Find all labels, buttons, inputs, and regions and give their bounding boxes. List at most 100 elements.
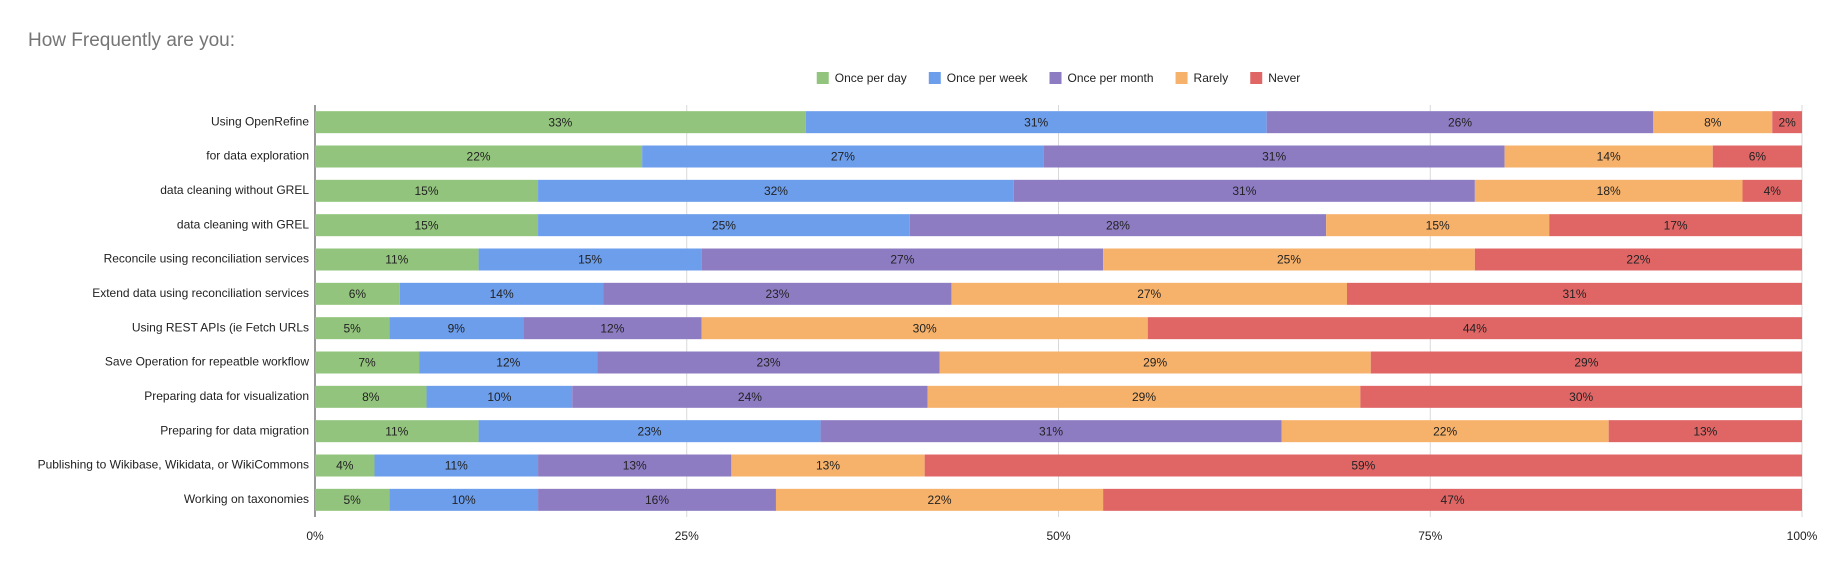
bar-segment: [1103, 248, 1475, 271]
data-label: 31%: [1562, 287, 1586, 301]
data-label: 29%: [1143, 356, 1167, 370]
bar-segment: [1504, 145, 1713, 168]
bar-segment: [315, 317, 390, 340]
bar-segment: [426, 385, 573, 408]
y-tick-label: data cleaning without GREL: [160, 183, 309, 197]
y-tick-label: Save Operation for repeatble workflow: [105, 355, 309, 369]
data-label: 4%: [1764, 184, 1782, 198]
bar-segment: [1147, 317, 1802, 340]
data-label: 22%: [928, 493, 952, 507]
bar-segment: [1103, 488, 1802, 511]
data-label: 23%: [638, 424, 662, 438]
bar-segment: [1013, 179, 1475, 202]
bar-segment: [701, 317, 1148, 340]
data-label: 23%: [765, 287, 789, 301]
data-label: 33%: [548, 115, 572, 129]
legend-label: Once per day: [835, 71, 907, 85]
x-tick-label: 0%: [306, 529, 324, 543]
bar-segment: [1326, 214, 1550, 237]
data-label: 24%: [738, 390, 762, 404]
data-label: 27%: [1137, 287, 1161, 301]
bar-segment: [927, 385, 1361, 408]
data-label: 12%: [600, 321, 624, 335]
x-tick-label: 75%: [1418, 529, 1442, 543]
bar-segment: [389, 317, 524, 340]
data-label: 31%: [1024, 115, 1048, 129]
data-label: 25%: [712, 218, 736, 232]
data-label: 4%: [336, 459, 354, 473]
legend-swatch: [816, 72, 829, 84]
data-label: 31%: [1039, 424, 1063, 438]
y-tick-label: Using REST APIs (ie Fetch URLs: [132, 320, 309, 334]
data-label: 23%: [757, 356, 781, 370]
bar-segment: [478, 248, 702, 271]
bar-segment: [1474, 248, 1802, 271]
x-tick-label: 25%: [675, 529, 699, 543]
bar-segment: [478, 420, 821, 443]
bar-segment: [1043, 145, 1505, 168]
data-label: 32%: [764, 184, 788, 198]
bar-segment: [315, 248, 479, 271]
data-label: 10%: [452, 493, 476, 507]
data-label: 12%: [496, 356, 520, 370]
data-label: 11%: [385, 424, 408, 438]
data-label: 13%: [623, 459, 647, 473]
data-label: 59%: [1351, 459, 1375, 473]
bar-segment: [523, 317, 702, 340]
bar-segment: [701, 248, 1104, 271]
bar-segment: [1346, 282, 1802, 305]
data-label: 13%: [1693, 424, 1717, 438]
data-label: 11%: [445, 459, 468, 473]
bar-segment: [731, 454, 925, 477]
y-tick-label: Preparing for data migration: [160, 423, 309, 437]
y-tick-label: data cleaning with GREL: [177, 217, 309, 231]
data-label: 18%: [1597, 184, 1621, 198]
bar-segment: [1772, 111, 1802, 134]
bar-segment: [315, 454, 375, 477]
data-label: 27%: [831, 150, 855, 164]
bar-segment: [805, 111, 1267, 134]
bar-segment: [1474, 179, 1743, 202]
legend-swatch: [1049, 72, 1062, 84]
bar-segment: [538, 214, 910, 237]
bar-segment: [924, 454, 1802, 477]
data-label: 17%: [1664, 218, 1688, 232]
bar-segment: [399, 282, 604, 305]
data-label: 8%: [362, 390, 380, 404]
data-label: 11%: [385, 253, 408, 267]
bar-segment: [315, 214, 539, 237]
bar-segment: [538, 454, 732, 477]
bar-segment: [597, 351, 940, 374]
data-label: 8%: [1704, 115, 1722, 129]
data-label: 15%: [415, 184, 439, 198]
data-label: 6%: [349, 287, 367, 301]
data-label: 15%: [1426, 218, 1450, 232]
y-tick-label: Using OpenRefine: [211, 114, 309, 128]
bar-segment: [1712, 145, 1802, 168]
data-label: 44%: [1463, 321, 1487, 335]
x-tick-label: 100%: [1787, 529, 1818, 543]
bar-segment: [315, 351, 420, 374]
y-tick-label: Working on taxonomies: [184, 492, 309, 506]
data-label: 27%: [890, 253, 914, 267]
data-label: 31%: [1262, 150, 1286, 164]
data-label: 13%: [816, 459, 840, 473]
data-label: 30%: [1569, 390, 1593, 404]
data-label: 30%: [913, 321, 937, 335]
bar-segment: [1266, 111, 1654, 134]
bar-segment: [315, 282, 400, 305]
bar-segment: [315, 420, 479, 443]
y-tick-label: Extend data using reconciliation service…: [92, 286, 309, 300]
data-label: 25%: [1277, 253, 1301, 267]
data-label: 15%: [415, 218, 439, 232]
bar-segment: [315, 145, 643, 168]
bar-segment: [419, 351, 598, 374]
bar-segment: [1281, 420, 1609, 443]
bar-segment: [1549, 214, 1802, 237]
bar-segment: [572, 385, 928, 408]
bar-segment: [1608, 420, 1802, 443]
data-label: 14%: [1597, 150, 1621, 164]
data-label: 16%: [645, 493, 669, 507]
bar-segment: [1653, 111, 1773, 134]
legend-swatch: [1175, 72, 1188, 84]
